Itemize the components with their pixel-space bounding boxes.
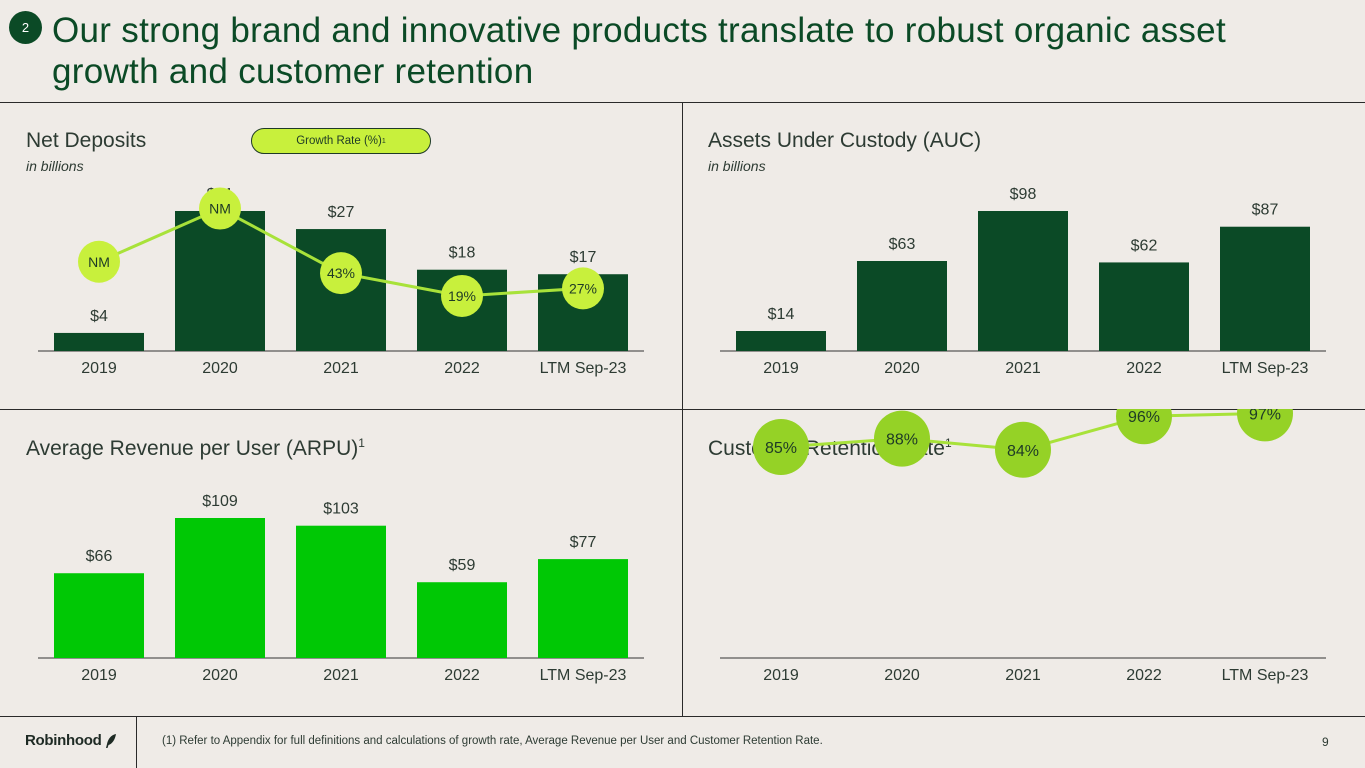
bar-value-label: $14 [768, 306, 795, 323]
x-tick-label: 2019 [763, 667, 799, 684]
retention-marker [1116, 409, 1172, 445]
robinhood-logo: Robinhood [25, 732, 118, 749]
bar-value-label: $87 [1252, 202, 1279, 219]
x-tick-label: LTM Sep-23 [540, 667, 627, 684]
x-tick-label: 2022 [444, 360, 480, 377]
x-tick-label: 2020 [202, 667, 238, 684]
arpu-title: Average Revenue per User (ARPU)1 [26, 436, 365, 461]
bar-value-label: $4 [90, 308, 108, 325]
arpu-title-text: Average Revenue per User (ARPU) [26, 437, 359, 460]
auc-subtitle: in billions [708, 158, 766, 174]
x-tick-label: LTM Sep-23 [1222, 667, 1309, 684]
footer-logo-divider [136, 716, 137, 768]
bar-value-label: $98 [1010, 186, 1037, 203]
bar [857, 261, 947, 351]
page-title: Our strong brand and innovative products… [52, 11, 1226, 91]
retention-label: 84% [1007, 443, 1039, 460]
bar [538, 559, 628, 658]
growth-rate-marker [199, 187, 241, 230]
growth-rate-label: 43% [327, 265, 355, 281]
bar [978, 211, 1068, 351]
x-tick-label: 2022 [1126, 667, 1162, 684]
retention-marker [753, 419, 809, 475]
retention-label: 97% [1249, 409, 1281, 423]
feather-icon [106, 733, 117, 748]
growth-rate-label: NM [209, 201, 231, 217]
footnote: (1) Refer to Appendix for full definitio… [162, 735, 823, 747]
bar [296, 525, 386, 658]
x-tick-label: 2021 [323, 360, 359, 377]
x-tick-label: 2022 [444, 667, 480, 684]
bar-value-label: $18 [449, 245, 476, 262]
bar-value-label: $66 [86, 548, 113, 565]
column-divider [682, 102, 683, 716]
x-tick-label: 2021 [1005, 360, 1041, 377]
growth-rate-legend: Growth Rate (%) 1 [251, 128, 431, 154]
x-tick-label: 2021 [1005, 667, 1041, 684]
growth-rate-label: 27% [569, 280, 597, 296]
bar [175, 518, 265, 658]
bar-value-label: $63 [889, 236, 916, 253]
auc-chart: 2019 2020 2021 2022 LTM Sep-23 $14 $63 $98 $62 $8… [720, 186, 1326, 377]
growth-rate-marker [441, 274, 483, 317]
x-tick-label: 2020 [202, 360, 238, 377]
bar [175, 211, 265, 351]
bar-value-label: $77 [570, 534, 597, 551]
x-tick-label: 2022 [1126, 360, 1162, 377]
growth-rate-label: NM [88, 254, 110, 270]
bar-value-label: $27 [328, 204, 355, 221]
auc-title: Assets Under Custody (AUC) [708, 129, 982, 152]
bar [1220, 226, 1310, 351]
growth-rate-legend-footnote: 1 [381, 137, 386, 145]
net-deposits-subtitle: in billions [26, 158, 84, 174]
robinhood-logo-text: Robinhood [25, 732, 102, 749]
growth-rate-legend-label: Growth Rate (%) [296, 135, 382, 147]
x-tick-label: 2019 [81, 667, 117, 684]
x-tick-label: LTM Sep-23 [540, 360, 627, 377]
growth-rate-marker [562, 267, 604, 310]
footer-divider [0, 716, 1365, 717]
x-tick-label: 2020 [884, 667, 920, 684]
retention-label: 96% [1128, 409, 1160, 426]
net-deposits-title: Net Deposits [26, 129, 147, 152]
slide-number-badge: 2 [9, 11, 42, 44]
x-tick-label: 2019 [763, 360, 799, 377]
growth-rate-label: 19% [448, 288, 476, 304]
bar-value-label: $109 [202, 493, 238, 510]
growth-rate-marker [320, 252, 362, 295]
bar [54, 573, 144, 658]
bar-value-label: $62 [1131, 237, 1158, 254]
bar-value-label: $59 [449, 557, 476, 574]
x-tick-label: 2021 [323, 667, 359, 684]
bar [54, 332, 144, 351]
bar [1099, 262, 1189, 351]
bar-value-label: $103 [323, 501, 359, 518]
bar [736, 331, 826, 351]
retention-label: 88% [886, 432, 918, 449]
x-tick-label: 2020 [884, 360, 920, 377]
retention-label: 85% [765, 440, 797, 457]
retention-chart: 2019 2020 2021 2022 LTM Sep-23 85% 88% 84% 96% 97… [720, 409, 1326, 684]
page-number: 9 [1322, 735, 1329, 749]
retention-marker [995, 421, 1051, 478]
bar [417, 582, 507, 658]
bar-value-label: $17 [570, 249, 597, 266]
growth-rate-marker [78, 240, 120, 283]
x-tick-label: LTM Sep-23 [1222, 360, 1309, 377]
arpu-chart: 2019 2020 2021 2022 LTM Sep-23 $66 $109 $103 $59… [38, 493, 644, 684]
x-tick-label: 2019 [81, 360, 117, 377]
retention-marker [1237, 409, 1293, 442]
retention-marker [874, 410, 930, 467]
arpu-title-footnote: 1 [358, 436, 365, 450]
